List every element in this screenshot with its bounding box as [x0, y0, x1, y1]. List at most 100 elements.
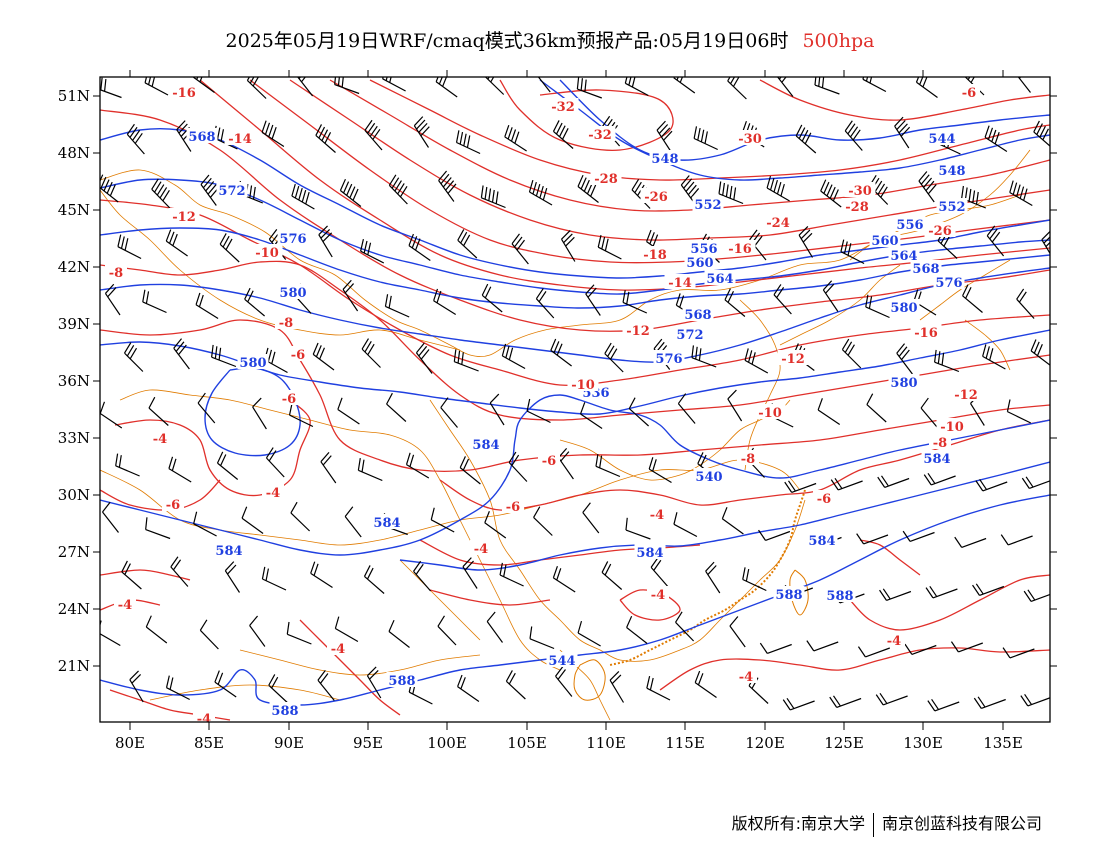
wind-barb [814, 77, 840, 95]
wind-barb [382, 77, 406, 92]
wind-barb [360, 239, 385, 264]
temperature-contour-label-bg [547, 98, 579, 113]
wind-barb [1020, 693, 1050, 707]
height-contour-label: 588 [826, 589, 853, 604]
height-contour-label-bg [237, 354, 269, 369]
wind-barb [1023, 589, 1050, 602]
temperature-contour-label-bg [813, 490, 835, 505]
wind-barb [577, 620, 601, 647]
wind-barb [773, 284, 792, 315]
temperature-contour-label-bg [724, 240, 756, 255]
temperature-contour-label: -28 [594, 172, 618, 187]
wind-barb [1041, 230, 1050, 263]
wind-barb [315, 124, 336, 153]
wind-barb [100, 401, 123, 429]
wind-barb [244, 287, 265, 317]
contour-labels: 568 572 576 580 580 584 584 584 584 584 588 588 588 5… [105, 84, 982, 722]
wind-barb [339, 178, 362, 207]
lon-tick-label: 120E [745, 734, 785, 752]
height-contour-label: 544 [928, 132, 955, 147]
admin-boundary [429, 399, 806, 662]
wind-barb [241, 506, 264, 534]
wind-barb [170, 556, 189, 587]
temperature-isotherm [619, 589, 681, 621]
lat-tick-label: 27N [58, 543, 90, 561]
wind-barb [648, 457, 672, 484]
height-contour-label-bg [688, 240, 720, 255]
height-contour-label: 560 [686, 256, 713, 271]
height-contour-label: 580 [239, 356, 266, 371]
wind-barb [902, 530, 935, 542]
height-contour-label: 584 [215, 544, 242, 559]
temperature-contour-label-bg [844, 182, 876, 197]
wind-barb [334, 616, 359, 643]
temperature-contour-label-bg [538, 452, 560, 467]
temperature-contour-label: -14 [668, 276, 692, 291]
wind-barb [1016, 288, 1035, 319]
lat-tick-label: 36N [58, 372, 90, 390]
wind-barb [718, 181, 744, 205]
temperature-contour-label-bg [105, 264, 127, 279]
temperature-contour-label-bg [168, 84, 200, 99]
height-contour-label: 576 [935, 276, 962, 291]
wind-barb [195, 292, 219, 320]
height-contour-label: 548 [938, 164, 965, 179]
wind-barb [529, 626, 555, 650]
wind-barb [582, 502, 600, 534]
temperature-contour-label-bg [262, 484, 284, 499]
wind-barb [727, 389, 743, 422]
wind-barb [413, 116, 430, 148]
temperature-contour-label: -8 [279, 316, 293, 331]
wind-barb [609, 671, 625, 703]
lon-tick-label: 130E [903, 734, 943, 752]
wind-barb [459, 456, 481, 485]
wind-barb [844, 120, 863, 151]
wind-barb [320, 451, 337, 484]
wind-barb [673, 77, 696, 94]
height-contour-label-bg [470, 436, 502, 451]
temperature-contour-label: -10 [571, 378, 595, 393]
height-contour-label-bg [186, 128, 218, 143]
temperature-contour-label-bg [883, 632, 905, 647]
height-contour [100, 329, 1050, 415]
temperature-contour-label-bg [735, 668, 757, 683]
wind-barb [261, 566, 287, 591]
admin-boundary [739, 299, 781, 471]
wind-barb [151, 178, 171, 209]
taiwan-island [789, 569, 809, 616]
lat-tick-label: 51N [58, 87, 90, 105]
height-contour-label: 556 [690, 242, 717, 257]
wind-barb [841, 338, 862, 369]
temperature-isotherm [100, 109, 1050, 332]
wind-barb [489, 393, 505, 426]
temperature-contour-label-bg [224, 130, 256, 145]
temperature-contour-label-bg [640, 188, 672, 203]
height-contour-label-bg [806, 532, 838, 547]
lon-tick-label: 135E [983, 734, 1023, 752]
height-contour-label-bg [936, 162, 968, 177]
height-contour [204, 367, 301, 457]
wind-barb [829, 695, 862, 708]
temperature-contour-label: -4 [474, 542, 488, 557]
title-main: 2025年05月19日WRF/cmaq模式36km预报产品:05月19日06时 [225, 30, 789, 52]
temperature-contour-label: -32 [551, 100, 575, 115]
wind-barb [440, 397, 458, 428]
temperature-contours [100, 79, 1050, 721]
admin-boundary [149, 684, 341, 701]
temperature-contour-label: -16 [728, 242, 752, 257]
height-contour-label: 544 [548, 654, 575, 669]
wind-barb [484, 77, 505, 95]
wind-barb [249, 615, 266, 647]
wind-barb [288, 402, 314, 428]
wind-barb [168, 456, 192, 483]
wind-barb [1033, 120, 1050, 150]
wind-barb [694, 670, 717, 698]
height-contour-label: 568 [188, 130, 215, 145]
temperature-isotherm [289, 79, 1050, 241]
height-contour-label: 580 [279, 286, 306, 301]
temperature-contour-label-bg [168, 208, 200, 223]
temperature-contour-label: -6 [282, 392, 296, 407]
wind-barb [856, 533, 889, 545]
wind-barb [817, 398, 841, 425]
hainan-island [573, 659, 606, 701]
